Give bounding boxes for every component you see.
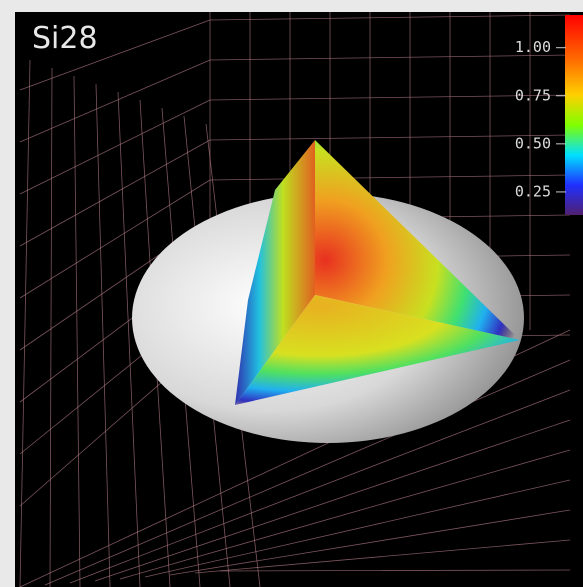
grid-line xyxy=(19,179,211,299)
grid-line xyxy=(219,569,571,572)
grid-line xyxy=(209,134,571,141)
grid-line xyxy=(49,67,53,587)
grid-line xyxy=(73,75,81,587)
colorbar-tick-label: 0.25 xyxy=(515,182,551,200)
grid-line xyxy=(69,389,571,584)
grid-line xyxy=(119,449,571,580)
grid-line xyxy=(209,54,571,61)
grid-line xyxy=(19,19,211,91)
cut-floor xyxy=(235,295,520,405)
colorbar-ticks: 1.00 0.75 0.50 0.25 xyxy=(515,38,566,200)
grid-line xyxy=(19,139,211,247)
grid-line xyxy=(169,509,571,576)
grid-line xyxy=(44,359,571,586)
grid-line xyxy=(144,479,571,578)
grid-line xyxy=(117,91,141,587)
grid-line xyxy=(209,174,571,181)
grid-line xyxy=(209,14,571,21)
colorbar-tick-label: 1.00 xyxy=(515,38,551,56)
colorbar-tick-label: 0.75 xyxy=(515,86,551,104)
grid-line xyxy=(19,59,31,587)
grid-line xyxy=(94,419,571,582)
cut-wall xyxy=(315,140,520,340)
grid-line xyxy=(19,59,211,143)
cut-side xyxy=(235,140,315,405)
colorbar xyxy=(565,15,583,215)
grid-line xyxy=(19,99,211,195)
colorbar-tick-label: 0.50 xyxy=(515,134,551,152)
title: Si28 xyxy=(32,21,98,56)
grid-line xyxy=(194,539,571,574)
grid-line xyxy=(209,94,571,101)
grid-line xyxy=(95,83,111,587)
